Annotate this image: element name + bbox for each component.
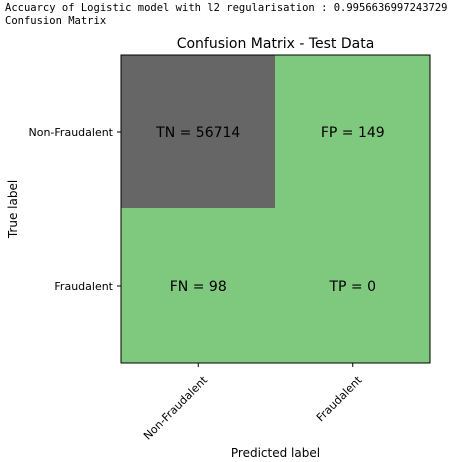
x-axis-ticks: Non-Fraudalent Fraudalent <box>141 363 365 443</box>
heatmap-cell-0-1 <box>275 55 430 208</box>
cell-label-0-1: FP = 149 <box>321 125 385 141</box>
y-tick-label: Fraudalent <box>54 280 113 293</box>
y-axis-ticks: Non-Fraudalent Fraudalent <box>29 126 121 293</box>
x-axis-label: Predicted label <box>231 446 320 460</box>
heatmap-cell-0-0 <box>121 55 275 208</box>
x-tick-label: Non-Fraudalent <box>141 373 210 442</box>
x-tick-label: Fraudalent <box>314 373 365 424</box>
confusion-matrix-output-line: Confusion Matrix <box>5 15 107 27</box>
accuracy-output-line: Accuarcy of Logistic model with l2 regul… <box>5 2 448 14</box>
y-axis-label: True label <box>6 180 20 239</box>
heatmap-cell-1-1 <box>275 208 430 363</box>
heatmap-cell-1-0 <box>121 208 275 363</box>
cell-labels: TN = 56714 FP = 149 FN = 98 TP = 0 <box>155 125 385 295</box>
cell-label-1-0: FN = 98 <box>170 279 227 295</box>
cell-label-1-1: TP = 0 <box>328 279 376 295</box>
heatmap-cells <box>121 55 430 363</box>
plot-frame <box>120 54 431 364</box>
y-tick-label: Non-Fraudalent <box>29 126 114 139</box>
cell-label-0-0: TN = 56714 <box>155 125 240 141</box>
chart-title: Confusion Matrix - Test Data <box>177 36 375 52</box>
